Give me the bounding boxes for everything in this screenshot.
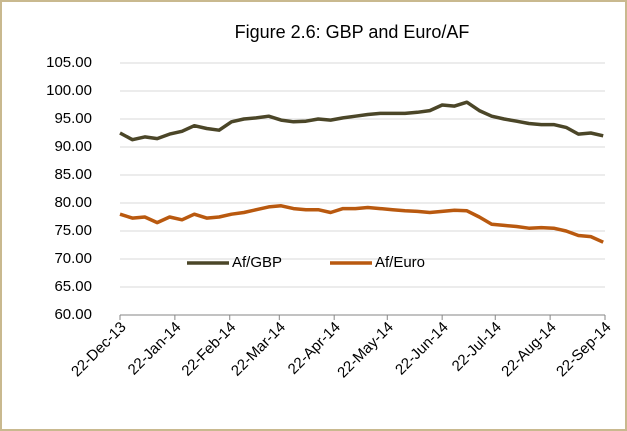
y-tick-label: 80.00: [54, 194, 92, 211]
y-tick-label: 95.00: [54, 110, 92, 127]
series-line: [119, 204, 604, 244]
y-tick-label: 60.00: [54, 306, 92, 323]
y-tick-label: 65.00: [54, 278, 92, 295]
y-tick-label: 70.00: [54, 250, 92, 267]
y-tick-label: 75.00: [54, 222, 92, 239]
y-tick-label: 85.00: [54, 166, 92, 183]
y-tick-label: 90.00: [54, 138, 92, 155]
chart-title: Figure 2.6: GBP and Euro/AF: [235, 22, 470, 42]
legend-label: Af/GBP: [232, 254, 282, 271]
legend-label: Af/Euro: [375, 254, 425, 271]
y-tick-label: 105.00: [46, 54, 92, 71]
series-line: [119, 100, 604, 142]
y-tick-label: 100.00: [46, 82, 92, 99]
